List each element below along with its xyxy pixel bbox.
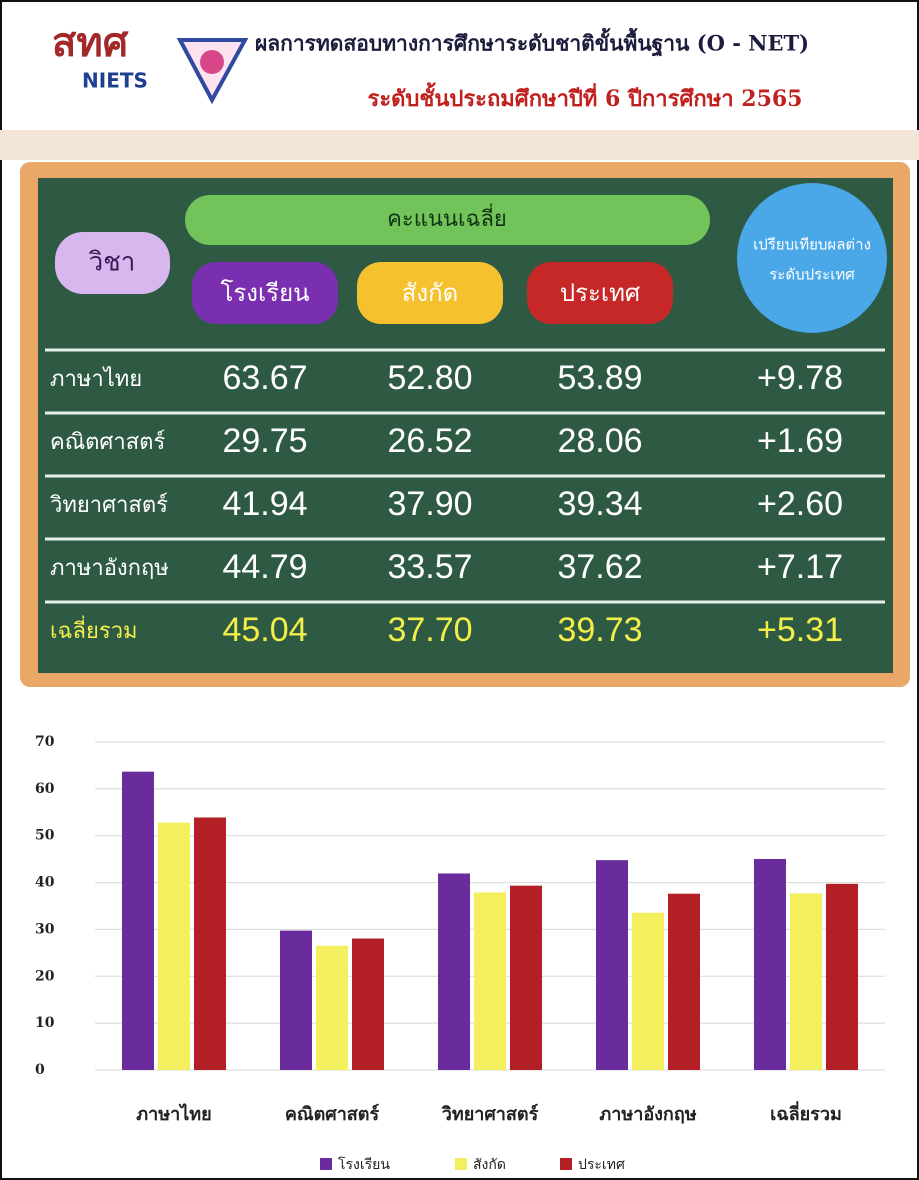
bar [158, 823, 190, 1070]
cell-value: +7.17 [757, 548, 843, 586]
cell-value: 52.80 [387, 359, 472, 397]
cell-value: +5.31 [757, 611, 843, 649]
cell-value: 37.62 [557, 548, 642, 586]
comparison-circle [737, 183, 887, 333]
subject-header: วิชา [88, 248, 135, 278]
cell-value: 28.06 [557, 422, 642, 460]
subtitle: ระดับชั้นประถมศึกษาปีที่ 6 ปีการศึกษา 25… [368, 82, 803, 112]
cell-value: 26.52 [387, 422, 472, 460]
bar [596, 860, 628, 1070]
cell-value: 41.94 [222, 485, 307, 523]
header-band [0, 130, 919, 160]
cell-value: 37.90 [387, 485, 472, 523]
title: ผลการทดสอบทางการศึกษาระดับชาติขั้นพื้นฐา… [255, 28, 809, 58]
cell-value: 63.67 [222, 359, 307, 397]
bar [438, 873, 470, 1070]
x-tick-label: วิทยาศาสตร์ [441, 1103, 539, 1125]
subject-name: ภาษาอังกฤษ [50, 556, 169, 581]
legend-swatch [320, 1158, 332, 1170]
y-tick-label: 40 [35, 875, 55, 891]
x-tick-label: เฉลี่ยรวม [770, 1101, 842, 1125]
legend-label: โรงเรียน [338, 1156, 390, 1173]
x-tick-label: คณิตศาสตร์ [285, 1103, 380, 1125]
y-tick-label: 0 [35, 1062, 45, 1078]
legend-swatch [455, 1158, 467, 1170]
legend-label: สังกัด [473, 1157, 506, 1173]
y-tick-label: 20 [35, 968, 55, 984]
y-tick-label: 30 [35, 921, 55, 937]
y-tick-label: 70 [35, 734, 55, 750]
bar [280, 931, 312, 1070]
y-tick-label: 10 [35, 1015, 55, 1031]
cell-value: +9.78 [757, 359, 843, 397]
cell-value: +2.60 [757, 485, 843, 523]
subject-name: เฉลี่ยรวม [50, 615, 138, 644]
bar [194, 817, 226, 1070]
bar [668, 894, 700, 1070]
logo-thai: สทศ [52, 20, 129, 66]
column-header: โรงเรียน [220, 279, 309, 307]
subject-name: ภาษาไทย [50, 366, 142, 392]
logo-en: NIETS [82, 69, 148, 93]
page: สทศ NIETS ผลการทดสอบทางการศึกษาระดับชาติ… [0, 0, 919, 1180]
bar [790, 893, 822, 1070]
legend-label: ประเทศ [578, 1157, 625, 1173]
bar [632, 913, 664, 1070]
cell-value: 33.57 [387, 548, 472, 586]
cell-value: 39.34 [557, 485, 642, 523]
column-header: สังกัด [402, 279, 458, 307]
bar [510, 886, 542, 1070]
average-header: คะแนนเฉลี่ย [387, 203, 507, 232]
bar [754, 859, 786, 1070]
bar [122, 772, 154, 1070]
bar [826, 884, 858, 1070]
y-tick-label: 60 [35, 781, 55, 797]
x-tick-label: ภาษาไทย [136, 1103, 211, 1125]
cell-value: 39.73 [557, 611, 642, 649]
x-tick-label: ภาษาอังกฤษ [599, 1104, 696, 1125]
bar [352, 939, 384, 1070]
bar [316, 946, 348, 1070]
cell-value: +1.69 [757, 422, 843, 460]
bar [474, 892, 506, 1070]
legend-swatch [560, 1158, 572, 1170]
comparison-header: ระดับประเทศ [769, 266, 855, 284]
cell-value: 29.75 [222, 422, 307, 460]
comparison-header: เปรียบเทียบผลต่าง [753, 236, 871, 254]
cell-value: 53.89 [557, 359, 642, 397]
cell-value: 44.79 [222, 548, 307, 586]
emblem-flower [200, 50, 224, 74]
cell-value: 37.70 [387, 611, 472, 649]
subject-name: คณิตศาสตร์ [50, 430, 165, 455]
column-header: ประเทศ [560, 279, 640, 307]
y-tick-label: 50 [35, 828, 55, 844]
subject-name: วิทยาศาสตร์ [49, 493, 168, 518]
cell-value: 45.04 [222, 611, 307, 649]
